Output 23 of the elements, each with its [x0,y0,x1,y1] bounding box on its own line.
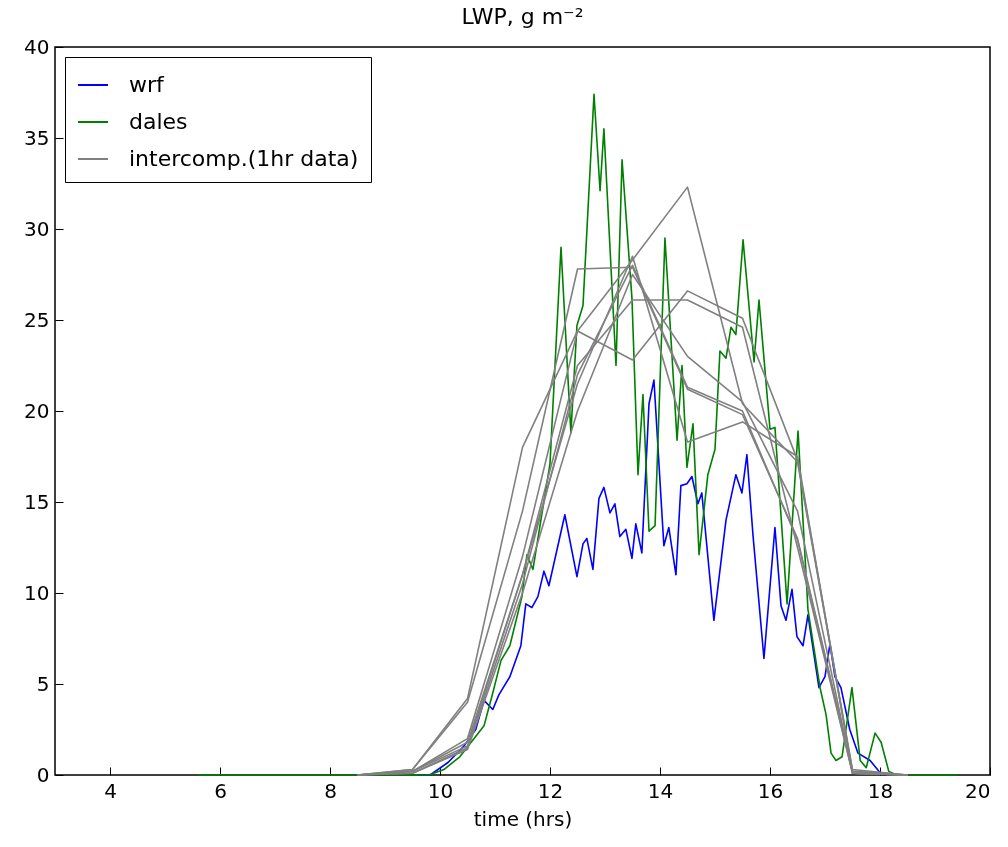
y-tick-label: 5 [36,671,50,696]
legend-label: dales [129,109,188,134]
x-tick-label: 16 [757,778,784,803]
x-tick-label: 18 [867,778,894,803]
x-tick-label: 4 [104,778,117,803]
x-tick-label: 12 [537,778,564,803]
chart-title: LWP, g m⁻² [461,4,584,29]
y-tick-label: 20 [24,398,50,423]
y-tick-label: 15 [24,489,50,514]
y-tick-label: 25 [24,307,50,332]
y-tick-label: 30 [24,216,50,241]
y-tick-label: 35 [24,125,50,150]
y-tick-label: 0 [36,762,50,787]
y-tick-label: 40 [24,34,50,59]
x-tick-label: 6 [214,778,227,803]
x-tick-label: 14 [647,778,674,803]
legend-label: intercomp.(1hr data) [129,146,359,171]
legend-label: wrf [129,72,166,97]
x-axis-title: time (hrs) [473,806,573,831]
x-tick-label: 20 [965,778,991,803]
x-tick-label: 10 [427,778,454,803]
y-tick-label: 10 [24,580,50,605]
x-tick-label: 8 [324,778,337,803]
